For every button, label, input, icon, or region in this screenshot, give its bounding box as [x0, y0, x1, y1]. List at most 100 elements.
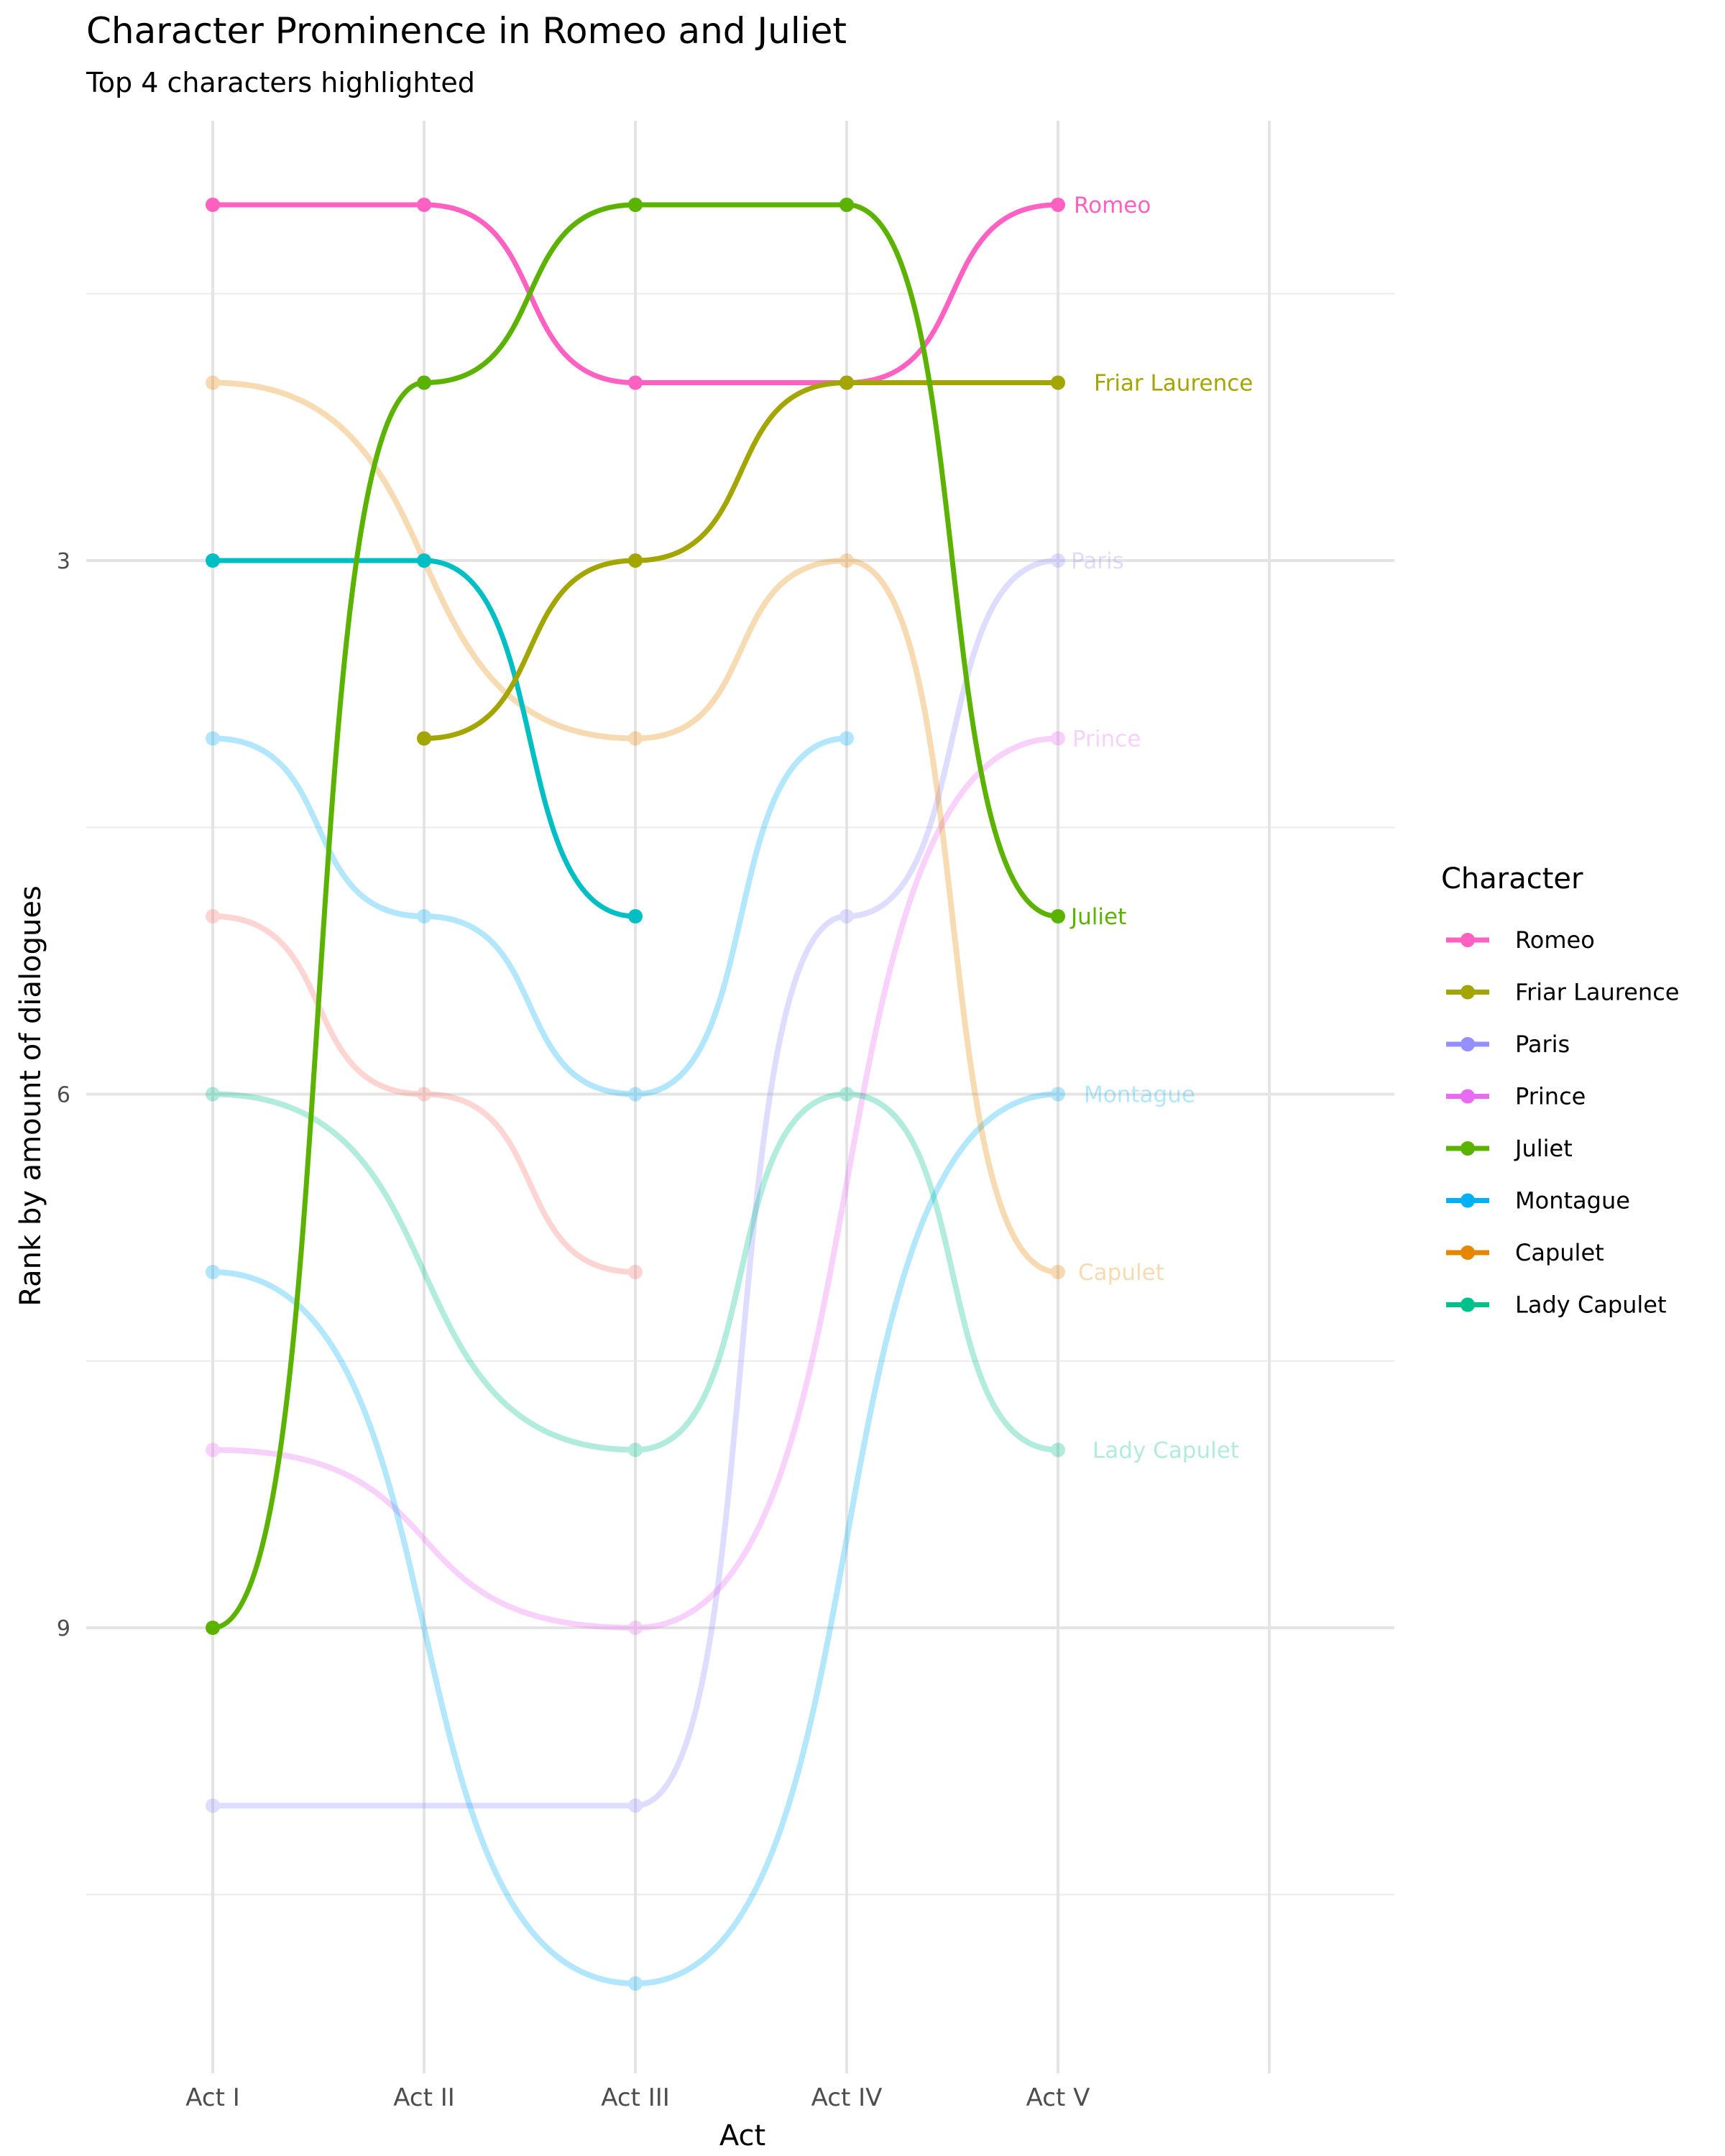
data-point — [417, 198, 431, 212]
legend-item: Capulet — [1446, 1239, 1604, 1266]
x-tick-label: Act III — [601, 2083, 670, 2112]
legend-label: Montague — [1515, 1187, 1630, 1215]
data-point — [1051, 1265, 1065, 1279]
legend-key-point — [1460, 1141, 1475, 1156]
legend-key-point — [1460, 1089, 1475, 1104]
series-juliet — [206, 198, 1065, 1635]
data-point — [417, 375, 431, 390]
data-point — [628, 1265, 643, 1279]
data-point — [1051, 375, 1065, 390]
data-point — [1051, 731, 1065, 746]
legend-item: Montague — [1446, 1187, 1630, 1215]
legend-item: Friar Laurence — [1446, 979, 1679, 1006]
series-prince — [206, 731, 1065, 1635]
series-line — [210, 379, 1061, 1275]
data-point — [840, 731, 854, 746]
series-friar-laurence — [417, 375, 1065, 746]
series-line — [210, 558, 638, 919]
end-label: Montague — [1084, 1082, 1195, 1108]
end-label: Prince — [1072, 727, 1141, 752]
data-point — [206, 1087, 220, 1102]
legend-label: Capulet — [1515, 1239, 1604, 1266]
end-label: Lady Capulet — [1092, 1438, 1239, 1464]
series-line — [210, 558, 1061, 1809]
data-point — [628, 1442, 643, 1457]
data-point — [840, 909, 854, 923]
legend-layer: Romeo Friar Laurence Paris Prince Juliet Mont… — [1446, 926, 1679, 1319]
legend-key-point — [1460, 933, 1475, 947]
legend-item: Lady Capulet — [1446, 1291, 1667, 1319]
legend-label: Friar Laurence — [1515, 979, 1679, 1006]
series-unlabeled — [206, 553, 643, 923]
legend-key-point — [1460, 985, 1475, 1000]
legend-label: Paris — [1515, 1031, 1570, 1058]
x-tick-label: Act V — [1026, 2083, 1090, 2112]
data-point — [1051, 553, 1065, 568]
series-line — [210, 913, 638, 1275]
end-label: Juliet — [1070, 904, 1126, 930]
data-point — [628, 198, 643, 212]
series-line — [210, 202, 1061, 1631]
data-point — [1051, 198, 1065, 212]
legend-item: Prince — [1446, 1083, 1586, 1110]
series-line — [210, 1091, 1061, 1987]
x-tick-label: Act IV — [811, 2083, 883, 2112]
y-tick-label: 9 — [57, 1616, 70, 1641]
x-tick-label: Act II — [393, 2083, 455, 2112]
end-label: Paris — [1071, 548, 1124, 574]
legend-key-point — [1460, 1297, 1475, 1312]
data-point — [1051, 1087, 1065, 1102]
data-point — [417, 553, 431, 568]
data-point — [417, 1087, 431, 1102]
x-tick-label: Act I — [185, 2083, 240, 2112]
data-point — [628, 553, 643, 568]
end-label: Friar Laurence — [1094, 371, 1253, 397]
y-tick-label: 3 — [57, 549, 70, 574]
chart-subtitle: Top 4 characters highlighted — [86, 67, 475, 98]
legend-item: Juliet — [1446, 1135, 1573, 1162]
axis-layer: 3 6 9 Act I Act II Act III Act IV Act V — [57, 549, 1090, 2112]
x-axis-title: Act — [719, 2119, 765, 2152]
series-unlabeled — [206, 909, 643, 1279]
legend-label: Prince — [1515, 1083, 1586, 1110]
data-point — [840, 198, 854, 212]
series-layer — [206, 198, 1065, 1991]
series-unlabeled — [206, 731, 854, 1102]
data-point — [206, 1798, 220, 1813]
series-line — [210, 735, 850, 1097]
series-capulet — [206, 375, 1065, 1279]
data-point — [840, 375, 854, 390]
legend-title: Character — [1441, 862, 1583, 895]
data-point — [206, 1621, 220, 1635]
data-point — [628, 731, 643, 746]
grid-layer — [86, 121, 1394, 2073]
end-label-layer: Romeo Friar Laurence Paris Prince Juliet Mont… — [1070, 193, 1253, 1464]
data-point — [1051, 1442, 1065, 1457]
data-point — [628, 909, 643, 923]
legend-item: Romeo — [1446, 926, 1595, 954]
data-point — [1051, 909, 1065, 923]
data-point — [206, 1442, 220, 1457]
end-label: Romeo — [1074, 193, 1151, 218]
chart-title: Character Prominence in Romeo and Juliet — [86, 10, 847, 52]
data-point — [206, 375, 220, 390]
series-paris — [206, 553, 1065, 1813]
data-point — [628, 1798, 643, 1813]
data-point — [206, 909, 220, 923]
legend-key-point — [1460, 1193, 1475, 1208]
series-line — [210, 735, 1061, 1631]
data-point — [417, 731, 431, 746]
series-line — [210, 1091, 1061, 1453]
y-tick-label: 6 — [57, 1083, 70, 1108]
data-point — [206, 553, 220, 568]
legend-label: Lady Capulet — [1515, 1291, 1667, 1319]
y-axis-title: Rank by amount of dialogues — [14, 885, 47, 1307]
legend-label: Romeo — [1515, 926, 1595, 954]
data-point — [417, 909, 431, 923]
data-point — [840, 1087, 854, 1102]
data-point — [628, 1621, 643, 1635]
series-montague — [206, 1087, 1065, 1991]
data-point — [840, 553, 854, 568]
